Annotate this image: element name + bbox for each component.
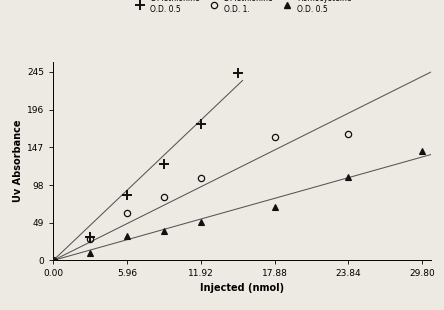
Legend: L-Methionine
O.D. 0.5, L-Methionine
O.D. 1., Homocysteine
O.D. 0.5: L-Methionine O.D. 0.5, L-Methionine O.D.… [133,0,351,14]
X-axis label: Injected (nmol): Injected (nmol) [200,283,284,293]
Y-axis label: Uv Absorbance: Uv Absorbance [13,120,23,202]
